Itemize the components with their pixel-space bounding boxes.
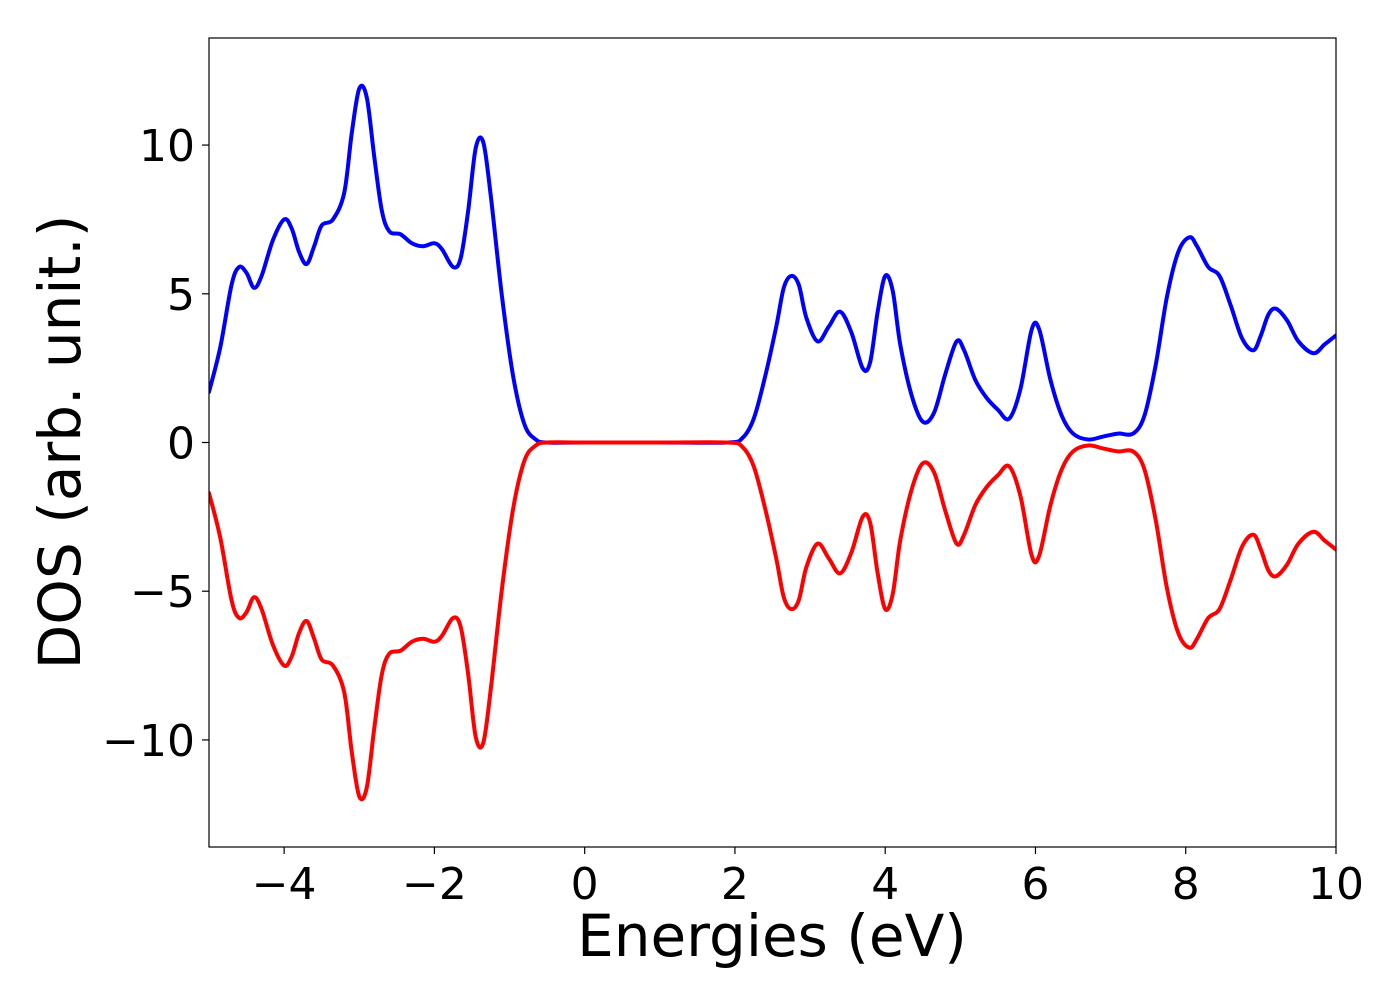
- x-tick-label: 8: [1172, 859, 1200, 910]
- y-tick-label: −10: [102, 716, 195, 767]
- x-tick-label: −2: [402, 859, 467, 910]
- y-tick-label: 10: [139, 121, 195, 172]
- x-tick-label: −4: [252, 859, 317, 910]
- series-line-2: [209, 440, 1336, 802]
- series-layer: [209, 83, 1336, 802]
- plot-area: [209, 38, 1336, 847]
- y-axis-ticks: −10 −5 0 5 10: [102, 121, 209, 767]
- x-tick-label: 4: [871, 859, 899, 910]
- y-axis-title: DOS (arb. unit.): [26, 215, 94, 670]
- x-tick-label: 10: [1308, 859, 1364, 910]
- y-tick-label: 5: [167, 270, 195, 321]
- x-axis-ticks: −4 −2 0 2 4 6 8 10: [252, 847, 1364, 910]
- y-tick-label: 0: [167, 419, 195, 470]
- x-tick-label: 6: [1021, 859, 1049, 910]
- x-tick-label: 2: [721, 859, 749, 910]
- x-axis-title: Energies (eV): [577, 902, 967, 970]
- series-line-1: [209, 83, 1336, 445]
- y-tick-label: −5: [130, 567, 195, 618]
- x-tick-label: 0: [571, 859, 599, 910]
